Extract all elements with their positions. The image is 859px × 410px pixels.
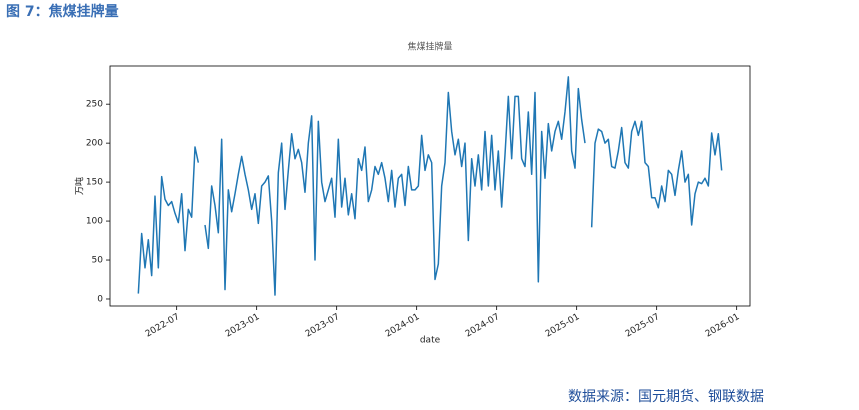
x-tick-label: 2022-07 (144, 312, 182, 339)
y-tick-label: 0 (97, 294, 103, 304)
x-tick-label: 2023-07 (304, 312, 342, 339)
x-tick-label: 2026-01 (704, 312, 742, 339)
figure-header: 图 7：焦煤挂牌量 (6, 4, 119, 20)
x-tick-label: 2025-07 (624, 312, 662, 339)
plot-frame (109, 65, 751, 307)
chart: 焦煤挂牌量 date 万吨 0 50 100 150 200 250 2022-07 2023… (74, 41, 751, 346)
y-tick-label: 150 (86, 178, 103, 188)
x-tick-label: 2025-01 (544, 312, 582, 339)
y-tick-label: 250 (86, 100, 103, 110)
chart-title: 焦煤挂牌量 (407, 41, 452, 53)
y-tick-label: 100 (86, 217, 103, 227)
x-tick-label: 2023-01 (224, 312, 262, 339)
x-axis-label: date (420, 336, 441, 346)
x-tick-label: 2024-07 (464, 312, 502, 339)
data-line (137, 76, 723, 296)
y-axis-label: 万吨 (74, 177, 86, 195)
x-tick-label: 2024-01 (384, 312, 422, 339)
y-tick-label: 200 (86, 139, 103, 149)
source-note: 数据来源：国元期货、钢联数据 (568, 389, 764, 405)
y-tick-label: 50 (92, 256, 104, 266)
